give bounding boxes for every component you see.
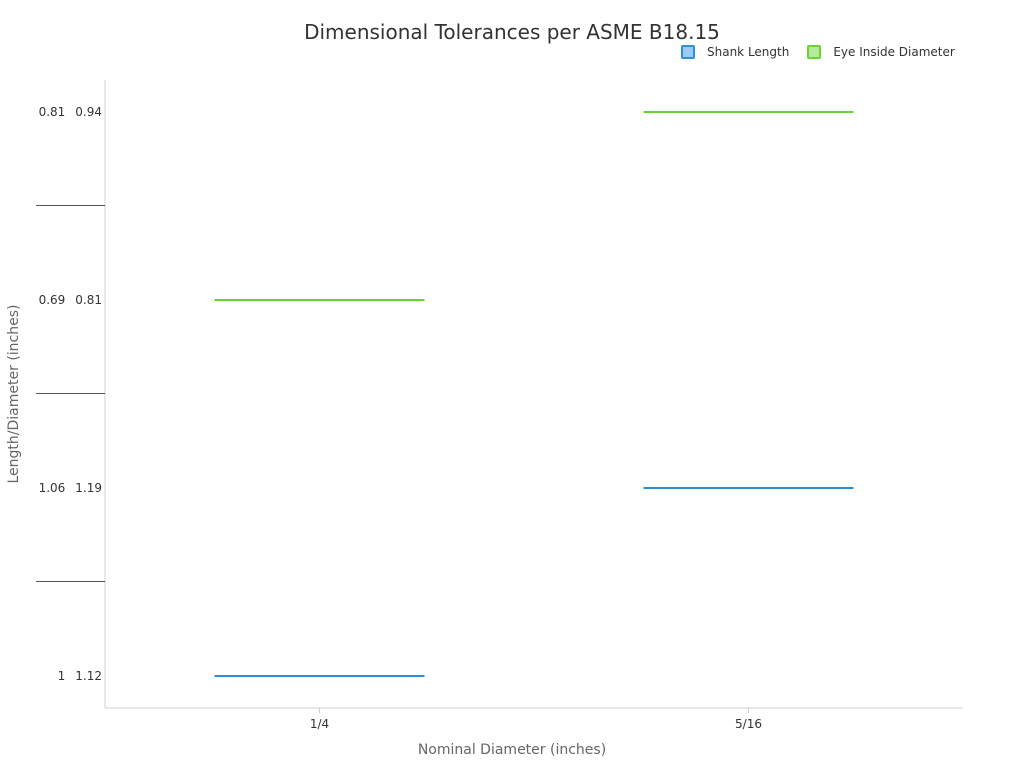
legend-item-shank-length[interactable]: Shank Length	[681, 45, 789, 59]
legend-item-eye-inside-diameter[interactable]: Eye Inside Diameter	[807, 45, 955, 59]
legend-label-eye-inside-diameter: Eye Inside Diameter	[833, 45, 955, 59]
y-tick-label: 1.19	[75, 481, 102, 495]
y-tick-label: 1.12	[75, 669, 102, 683]
y-tick-label: 0.94	[75, 105, 102, 119]
legend-swatch-shank-length	[681, 45, 695, 59]
legend-label-shank-length: Shank Length	[707, 45, 790, 59]
y-tick-label: 0.69	[38, 293, 66, 307]
x-axis-label: Nominal Diameter (inches)	[417, 742, 607, 758]
y-tick-label: 1	[57, 669, 66, 683]
chart-title: Dimensional Tolerances per ASME B18.15	[304, 20, 720, 44]
y-tick-label: 1.06	[38, 481, 66, 495]
legend: Shank Length Eye Inside Diameter	[681, 45, 973, 59]
x-tick-label: 5/16	[735, 717, 762, 731]
y-tick-row: 0.81 0.94	[39, 105, 102, 119]
legend-swatch-eye-inside-diameter	[807, 45, 822, 59]
y-tick-label: 0.81	[75, 293, 102, 307]
y-tick-row: 0.69 0.81	[39, 293, 102, 307]
y-tick-row: 1 1.12	[58, 669, 102, 683]
y-tick-label: 0.81	[38, 105, 66, 119]
x-tick-label: 1/4	[310, 717, 329, 731]
y-tick-row: 1.06 1.19	[39, 481, 102, 495]
